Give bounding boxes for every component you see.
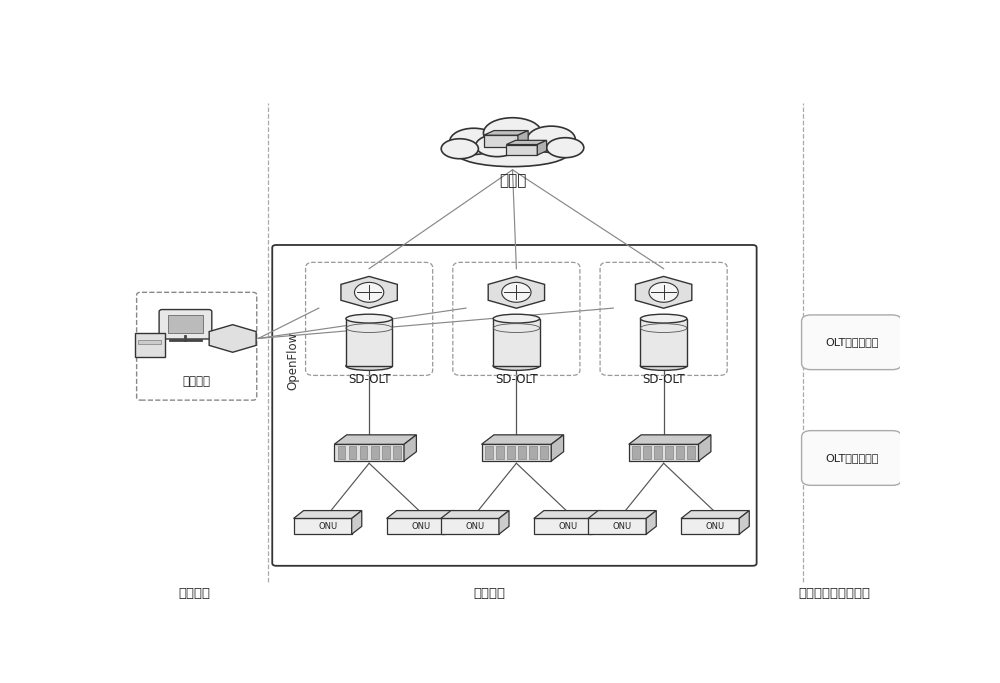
Polygon shape — [588, 511, 656, 518]
Text: OpenFlow: OpenFlow — [287, 331, 300, 390]
FancyBboxPatch shape — [159, 309, 212, 339]
Polygon shape — [518, 130, 528, 147]
Text: ONU: ONU — [558, 522, 577, 531]
Polygon shape — [488, 277, 545, 308]
Polygon shape — [209, 324, 256, 352]
Polygon shape — [360, 447, 367, 459]
Polygon shape — [341, 277, 397, 308]
Polygon shape — [643, 447, 651, 459]
Ellipse shape — [450, 128, 498, 154]
Polygon shape — [493, 318, 540, 366]
Polygon shape — [387, 511, 455, 518]
Circle shape — [649, 282, 678, 303]
Polygon shape — [393, 447, 401, 459]
Ellipse shape — [547, 138, 584, 158]
FancyBboxPatch shape — [802, 431, 902, 486]
Polygon shape — [507, 447, 515, 459]
Polygon shape — [346, 318, 392, 366]
Polygon shape — [484, 130, 528, 135]
Ellipse shape — [493, 361, 540, 370]
Polygon shape — [496, 447, 504, 459]
Polygon shape — [334, 445, 404, 461]
Polygon shape — [482, 435, 564, 445]
Circle shape — [354, 282, 384, 303]
Text: 控制平面: 控制平面 — [179, 587, 211, 600]
Text: 资源虚拟化二层模型: 资源虚拟化二层模型 — [798, 587, 870, 600]
Polygon shape — [485, 447, 493, 459]
Polygon shape — [534, 511, 602, 518]
Polygon shape — [540, 447, 548, 459]
Polygon shape — [506, 145, 537, 155]
Polygon shape — [629, 445, 698, 461]
Polygon shape — [588, 518, 646, 534]
FancyBboxPatch shape — [802, 315, 902, 370]
Ellipse shape — [640, 361, 687, 370]
Text: SD-OLT: SD-OLT — [348, 373, 390, 386]
Text: ONU: ONU — [613, 522, 632, 531]
Polygon shape — [506, 140, 547, 145]
Polygon shape — [681, 511, 749, 518]
Polygon shape — [654, 447, 662, 459]
Polygon shape — [382, 447, 390, 459]
Ellipse shape — [441, 139, 478, 158]
Polygon shape — [551, 435, 564, 461]
Ellipse shape — [483, 117, 542, 148]
Ellipse shape — [456, 139, 569, 167]
Polygon shape — [739, 511, 749, 534]
Polygon shape — [482, 445, 551, 461]
Polygon shape — [632, 447, 640, 459]
Text: 控制中心: 控制中心 — [183, 375, 211, 388]
Ellipse shape — [346, 314, 392, 323]
Bar — [168, 316, 203, 333]
Polygon shape — [665, 447, 673, 459]
Polygon shape — [484, 135, 518, 147]
Text: ONU: ONU — [411, 522, 430, 531]
Bar — [135, 333, 165, 357]
Text: SD-OLT: SD-OLT — [495, 373, 538, 386]
Polygon shape — [404, 435, 416, 461]
Polygon shape — [294, 518, 352, 534]
Polygon shape — [537, 140, 547, 155]
Polygon shape — [534, 518, 592, 534]
Polygon shape — [646, 511, 656, 534]
Polygon shape — [441, 518, 499, 534]
Polygon shape — [640, 318, 687, 366]
Text: SD-OLT: SD-OLT — [642, 373, 685, 386]
Polygon shape — [629, 435, 711, 445]
Polygon shape — [499, 511, 509, 534]
Polygon shape — [687, 447, 695, 459]
Ellipse shape — [346, 361, 392, 370]
Ellipse shape — [476, 135, 518, 156]
Ellipse shape — [493, 314, 540, 323]
Text: 城域网: 城域网 — [499, 173, 526, 188]
Ellipse shape — [640, 314, 687, 323]
Bar — [138, 340, 161, 344]
Polygon shape — [338, 447, 345, 459]
Polygon shape — [529, 447, 537, 459]
Polygon shape — [681, 518, 739, 534]
Polygon shape — [352, 511, 362, 534]
Polygon shape — [294, 511, 362, 518]
Text: 数据平面: 数据平面 — [473, 587, 505, 600]
Circle shape — [502, 282, 531, 303]
Polygon shape — [676, 447, 684, 459]
Text: ONU: ONU — [706, 522, 725, 531]
Text: OLT内资源分配: OLT内资源分配 — [825, 453, 878, 463]
Text: OLT间资源分配: OLT间资源分配 — [825, 337, 878, 347]
Text: ONU: ONU — [465, 522, 484, 531]
Polygon shape — [635, 277, 692, 308]
Polygon shape — [334, 435, 416, 445]
Polygon shape — [518, 447, 526, 459]
Polygon shape — [349, 447, 356, 459]
Polygon shape — [441, 511, 509, 518]
Polygon shape — [445, 511, 455, 534]
Polygon shape — [371, 447, 379, 459]
Polygon shape — [387, 518, 445, 534]
Text: ONU: ONU — [318, 522, 337, 531]
Polygon shape — [592, 511, 602, 534]
Ellipse shape — [527, 126, 575, 152]
Polygon shape — [698, 435, 711, 461]
